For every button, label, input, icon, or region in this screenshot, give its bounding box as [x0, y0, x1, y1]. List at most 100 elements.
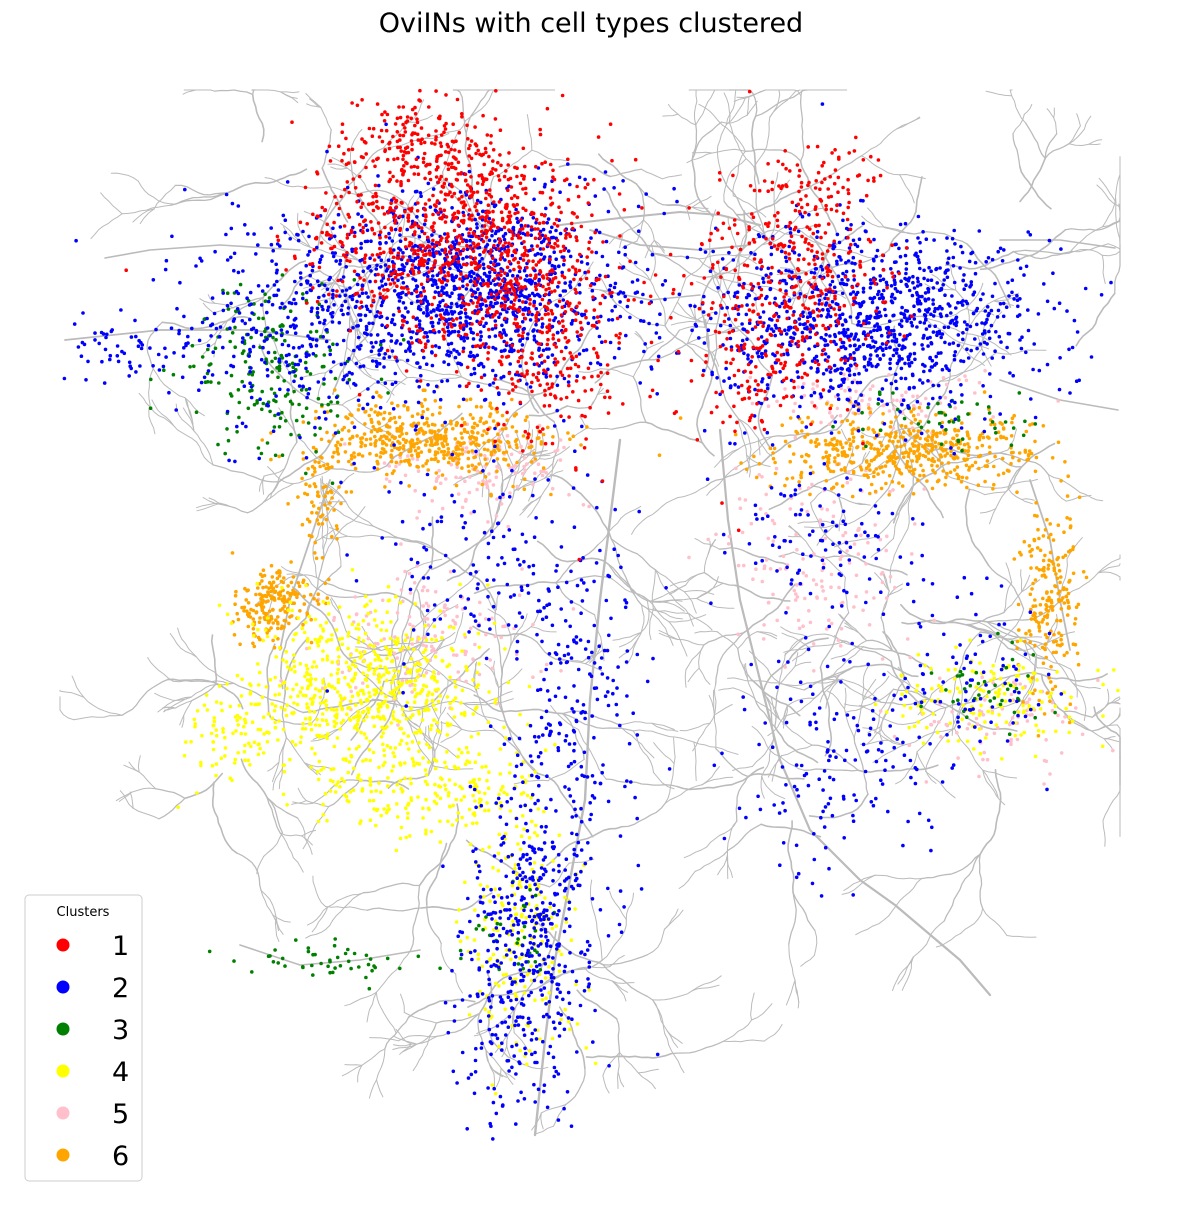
- synapse-point: [320, 522, 325, 526]
- synapse-point: [240, 379, 244, 384]
- synapse-point: [403, 569, 407, 574]
- skeleton-branch: [717, 120, 746, 152]
- synapse-point: [902, 455, 906, 460]
- synapse-point: [901, 714, 905, 718]
- synapse-point: [293, 743, 298, 747]
- synapse-point: [391, 751, 396, 755]
- synapse-point: [525, 1062, 529, 1067]
- synapse-point: [312, 660, 317, 664]
- skeleton-branch: [596, 387, 604, 395]
- synapse-point: [431, 674, 435, 679]
- synapse-point: [409, 781, 413, 786]
- synapse-point: [307, 614, 312, 619]
- synapse-point: [960, 421, 964, 425]
- synapse-point: [803, 596, 807, 601]
- synapse-point: [460, 417, 465, 421]
- synapse-point: [459, 475, 463, 480]
- synapse-point: [452, 764, 457, 769]
- synapse-point: [373, 410, 377, 414]
- synapse-point: [892, 734, 897, 739]
- synapse-point: [323, 581, 328, 586]
- skeleton-branch: [407, 998, 476, 1019]
- synapse-point: [445, 695, 450, 699]
- synapse-point: [463, 499, 468, 503]
- skeleton-branch: [951, 710, 955, 736]
- synapse-point: [911, 492, 916, 496]
- synapse-point: [421, 683, 426, 688]
- skeleton-branch: [723, 200, 767, 238]
- synapse-point: [526, 1024, 531, 1028]
- synapse-point: [247, 741, 251, 746]
- skeleton-branch: [344, 991, 377, 1007]
- synapse-point: [931, 429, 935, 434]
- synapse-point: [835, 442, 839, 447]
- synapse-point: [314, 450, 318, 454]
- synapse-point: [821, 589, 825, 593]
- synapse-point: [246, 601, 251, 605]
- synapse-point: [324, 517, 329, 522]
- synapse-point: [277, 692, 282, 696]
- synapse-point: [318, 514, 323, 519]
- synapse-point: [888, 489, 892, 494]
- synapse-point: [251, 641, 255, 646]
- synapse-point: [443, 760, 447, 765]
- synapse-point: [162, 368, 166, 373]
- synapse-point: [480, 482, 485, 487]
- synapse-point: [1034, 723, 1038, 728]
- synapse-point: [377, 781, 381, 785]
- synapse-point: [364, 953, 369, 958]
- synapse-point: [486, 439, 491, 444]
- synapse-point: [916, 478, 920, 483]
- synapse-point: [508, 491, 512, 495]
- skeleton-branch: [1024, 122, 1046, 159]
- synapse-point: [395, 802, 399, 806]
- synapse-point: [322, 382, 326, 386]
- skeleton-branch: [870, 538, 894, 558]
- skeleton-branch: [71, 675, 85, 698]
- skeleton-branch: [406, 558, 443, 572]
- synapse-point: [1029, 633, 1033, 637]
- synapse-point: [862, 473, 867, 478]
- synapse-point: [303, 727, 308, 731]
- synapse-point: [291, 588, 295, 593]
- synapse-point: [330, 496, 334, 500]
- skeleton-branch: [1020, 569, 1023, 593]
- synapse-point: [350, 421, 355, 425]
- skeleton-branch: [454, 611, 464, 643]
- synapse-point: [406, 801, 411, 806]
- skeleton-branch: [666, 1030, 683, 1044]
- synapse-point: [385, 472, 389, 477]
- skeleton-branch: [383, 675, 422, 683]
- skeleton-branch: [436, 1012, 481, 1037]
- synapse-point: [272, 425, 277, 429]
- synapse-point: [1062, 653, 1067, 658]
- skeleton-branch: [683, 846, 708, 859]
- skeleton-branch: [958, 341, 990, 350]
- skeleton-branch: [678, 870, 696, 889]
- synapse-point: [911, 407, 916, 411]
- synapse-point: [290, 740, 295, 744]
- synapse-point: [271, 621, 276, 625]
- synapse-point: [318, 695, 323, 700]
- skeleton-branch: [513, 452, 524, 492]
- skeleton-branch: [880, 729, 895, 743]
- synapse-point: [447, 778, 452, 782]
- synapse-point: [263, 329, 267, 334]
- synapse-point: [427, 448, 432, 453]
- skeleton-branch: [808, 640, 848, 648]
- synapse-point: [298, 662, 303, 666]
- synapse-point: [379, 790, 383, 794]
- synapse-point: [339, 501, 343, 506]
- synapse-point: [392, 692, 397, 697]
- synapse-point: [261, 401, 266, 406]
- skeleton-branch: [673, 737, 676, 765]
- synapse-point: [868, 397, 872, 402]
- skeleton-branch: [356, 318, 362, 338]
- synapse-point: [395, 656, 400, 660]
- skeleton-branch: [750, 678, 801, 717]
- synapse-point: [301, 457, 306, 461]
- synapse-point: [280, 597, 285, 602]
- synapse-point: [518, 1048, 522, 1053]
- synapse-point: [1038, 707, 1043, 711]
- synapse-point: [856, 552, 861, 556]
